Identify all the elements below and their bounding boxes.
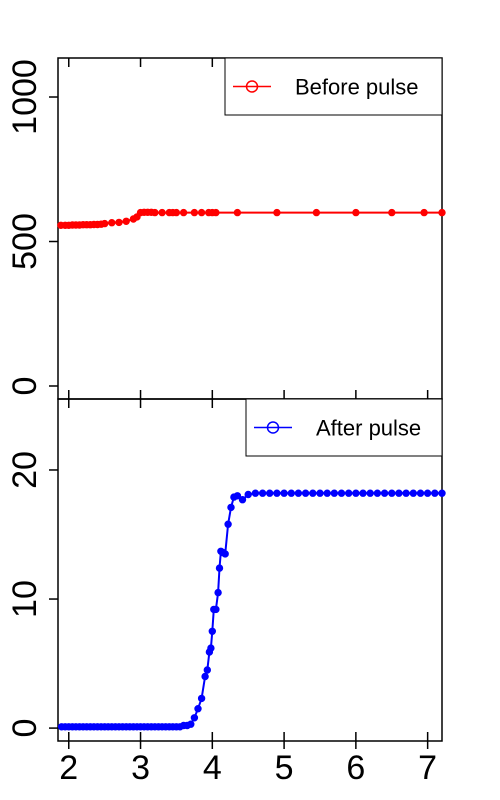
data-point-after-pulse	[233, 492, 242, 500]
data-point-before-pulse	[233, 208, 242, 217]
data-point-after-pulse	[388, 489, 396, 497]
data-point-after-pulse	[294, 489, 303, 497]
data-point-after-pulse	[227, 503, 235, 512]
data-point-after-pulse	[258, 489, 267, 497]
legend-label-before-pulse: Before pulse	[295, 75, 419, 100]
data-point-before-pulse	[212, 208, 220, 217]
legend-box-after-pulse	[245, 398, 443, 457]
data-point-before-pulse	[197, 208, 206, 217]
data-point-after-pulse	[359, 489, 367, 497]
data-point-after-pulse	[221, 550, 229, 558]
data-point-after-pulse	[187, 720, 195, 728]
x-tick-label: 5	[275, 749, 294, 787]
data-point-before-pulse	[190, 208, 199, 217]
data-point-after-pulse	[287, 489, 295, 497]
data-point-before-pulse	[158, 208, 166, 217]
data-point-after-pulse	[380, 489, 389, 497]
panel-after-pulse: 0 10 20 2 3 4 5 6 7 After pulse	[6, 398, 446, 787]
legend-marker-after-pulse	[266, 421, 280, 434]
x-tick-label: 2	[59, 749, 78, 787]
y-tick-label-before-pulse: 0	[6, 377, 44, 396]
data-point-after-pulse	[409, 489, 417, 497]
data-point-after-pulse	[280, 489, 288, 497]
data-point-after-pulse	[212, 605, 220, 614]
x-tick-label: 3	[131, 749, 150, 787]
data-point-after-pulse	[366, 489, 374, 497]
data-point-before-pulse	[151, 208, 159, 217]
x-tick-label: 4	[203, 749, 222, 787]
data-point-after-pulse	[214, 588, 222, 597]
data-point-before-pulse	[312, 208, 321, 217]
data-point-after-pulse	[373, 489, 382, 497]
data-point-after-pulse	[238, 496, 247, 504]
data-point-after-pulse	[190, 714, 199, 722]
data-point-before-pulse	[352, 208, 360, 217]
y-tick-label-after-pulse: 20	[6, 451, 44, 489]
data-point-after-pulse	[224, 520, 232, 528]
data-point-after-pulse	[309, 489, 317, 497]
data-point-before-pulse	[420, 208, 428, 217]
y-tick-label-after-pulse: 0	[6, 719, 44, 738]
data-point-after-pulse	[402, 489, 410, 497]
data-point-after-pulse	[416, 489, 425, 497]
data-point-after-pulse	[273, 489, 281, 497]
data-point-before-pulse	[172, 208, 181, 217]
legend-label-after-pulse: After pulse	[316, 416, 421, 441]
data-point-after-pulse	[316, 489, 324, 497]
data-point-after-pulse	[251, 489, 260, 497]
x-tick-label: 7	[418, 749, 437, 787]
data-point-before-pulse	[115, 218, 123, 227]
data-point-before-pulse	[273, 208, 281, 217]
data-point-after-pulse	[208, 627, 217, 635]
data-point-after-pulse	[438, 489, 446, 497]
data-point-after-pulse	[194, 705, 202, 713]
data-point-before-pulse	[388, 208, 396, 217]
data-point-after-pulse	[244, 490, 252, 499]
data-point-before-pulse	[101, 219, 109, 228]
data-point-after-pulse	[215, 564, 224, 572]
data-point-before-pulse	[108, 219, 116, 227]
data-point-after-pulse	[431, 489, 439, 497]
data-point-after-pulse	[352, 489, 360, 497]
y-tick-label-after-pulse: 10	[6, 580, 44, 618]
data-point-before-pulse	[122, 217, 130, 226]
panel-before-pulse: 0 500 1000 Before pulse	[6, 57, 446, 400]
data-point-after-pulse	[201, 672, 209, 681]
data-point-after-pulse	[423, 489, 432, 497]
x-tick-label: 6	[346, 749, 365, 787]
data-point-after-pulse	[207, 644, 215, 652]
data-point-after-pulse	[301, 489, 310, 497]
data-point-after-pulse	[337, 489, 346, 497]
legend-marker-before-pulse	[245, 80, 259, 93]
data-point-after-pulse	[395, 489, 403, 497]
series-line-after-pulse	[61, 492, 442, 728]
data-point-before-pulse	[179, 208, 188, 217]
data-point-after-pulse	[203, 666, 212, 674]
y-tick-label-before-pulse: 1000	[6, 59, 44, 135]
data-point-after-pulse	[323, 489, 331, 497]
data-point-after-pulse	[266, 489, 274, 497]
data-point-after-pulse	[330, 489, 338, 497]
data-point-before-pulse	[438, 208, 446, 217]
data-point-after-pulse	[345, 489, 353, 497]
y-tick-label-before-pulse: 500	[6, 213, 44, 270]
data-point-after-pulse	[197, 694, 206, 703]
